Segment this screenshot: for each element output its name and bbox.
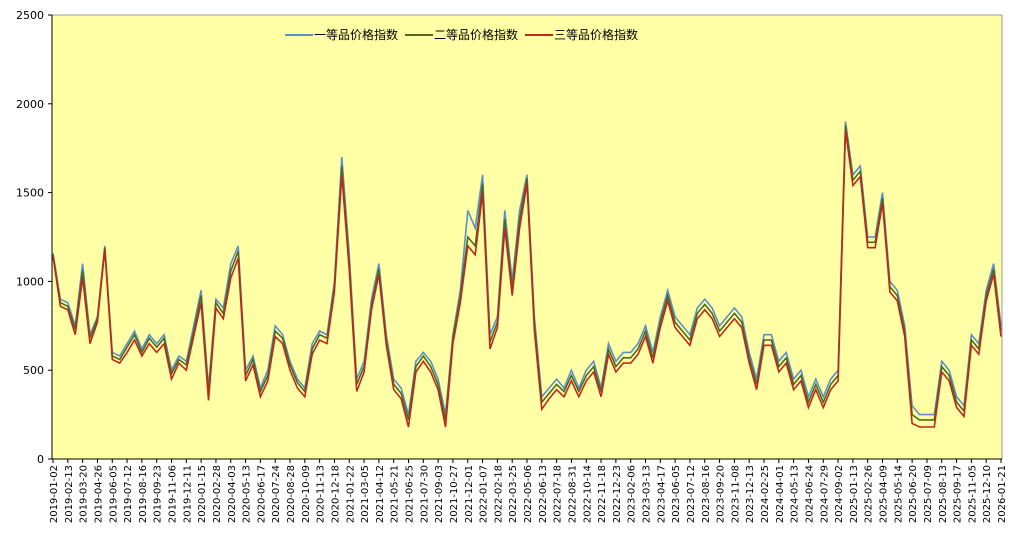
x-tick-label: 2020-07-24 [271, 465, 282, 523]
x-tick-label: 2020-02-28 [212, 465, 223, 523]
x-tick-label: 2019-04-26 [93, 465, 104, 523]
x-tick-label: 2021-03-05 [360, 465, 371, 523]
x-tick-label: 2019-08-16 [138, 465, 149, 523]
x-tick-label: 2021-12-01 [464, 465, 475, 523]
x-tick-label: 2023-09-20 [716, 465, 727, 523]
x-tick-label: 2023-03-13 [642, 465, 653, 523]
x-tick-label: 2025-11-05 [967, 465, 978, 523]
x-tick-label: 2025-06-20 [908, 465, 919, 523]
x-tick-label: 2019-03-20 [79, 465, 90, 523]
x-tick-label: 2022-01-07 [479, 465, 490, 523]
x-tick-label: 2025-05-14 [893, 465, 904, 523]
x-tick-label: 2020-01-15 [197, 465, 208, 523]
x-tick-label: 2021-04-12 [375, 465, 386, 523]
x-tick-label: 2023-07-12 [686, 465, 697, 523]
x-tick-label: 2022-07-18 [553, 465, 564, 523]
x-tick-label: 2019-12-11 [182, 465, 193, 523]
x-tick-label: 2022-10-14 [582, 465, 593, 523]
x-tick-label: 2021-06-25 [405, 465, 416, 523]
y-tick-label: 500 [23, 364, 44, 377]
legend-label: 二等品价格指数 [434, 27, 518, 42]
x-tick-label: 2024-06-24 [804, 465, 815, 523]
x-tick-label: 2023-02-06 [627, 465, 638, 523]
x-tick-label: 2024-07-29 [819, 465, 830, 523]
series-line [52, 130, 1002, 428]
x-tick-label: 2023-08-16 [701, 465, 712, 523]
x-tick-label: 2019-09-23 [153, 465, 164, 523]
x-tick-label: 2022-03-25 [508, 465, 519, 523]
x-tick-label: 2021-10-27 [449, 465, 460, 523]
x-tick-label: 2025-01-13 [849, 465, 860, 523]
x-tick-label: 2019-02-13 [64, 465, 75, 523]
x-tick-label: 2024-02-25 [760, 465, 771, 523]
x-tick-label: 2019-11-06 [168, 465, 179, 523]
x-tick-label: 2020-12-18 [330, 465, 341, 523]
x-tick-label: 2023-11-08 [730, 465, 741, 523]
x-tick-label: 2021-07-30 [419, 465, 430, 523]
x-tick-label: 2021-09-03 [434, 465, 445, 523]
x-tick-label: 2020-04-03 [227, 465, 238, 523]
x-tick-label: 2022-08-31 [567, 465, 578, 523]
x-tick-label: 2023-12-13 [745, 465, 756, 523]
y-tick-label: 2000 [16, 98, 44, 111]
x-tick-label: 2023-04-17 [656, 465, 667, 523]
x-tick-label: 2025-12-10 [982, 465, 993, 523]
x-tick-label: 2019-06-05 [108, 465, 119, 523]
x-tick-label: 2020-11-13 [316, 465, 327, 523]
y-tick-label: 0 [37, 453, 44, 466]
plot-area [51, 14, 1003, 460]
y-tick-label: 1500 [16, 187, 44, 200]
x-tick-label: 2025-09-17 [953, 465, 964, 523]
x-tick-label: 2022-12-23 [612, 465, 623, 523]
x-tick-label: 2021-01-22 [345, 465, 356, 523]
x-tick-label: 2025-08-13 [938, 465, 949, 523]
x-tick-label: 2022-05-06 [523, 465, 534, 523]
x-tick-label: 2020-06-17 [256, 465, 267, 523]
y-tick-label: 2500 [16, 9, 44, 22]
x-tick-label: 2019-07-12 [123, 465, 134, 523]
x-tick-label: 2024-05-13 [790, 465, 801, 523]
x-tick-label: 2022-02-18 [493, 465, 504, 523]
x-tick-label: 2022-11-18 [597, 465, 608, 523]
x-tick-label: 2019-01-02 [49, 465, 60, 523]
x-tick-label: 2026-01-21 [997, 465, 1008, 523]
x-tick-label: 2023-06-05 [671, 465, 682, 523]
x-tick-label: 2021-05-21 [390, 465, 401, 523]
legend-label: 三等品价格指数 [554, 27, 638, 42]
x-tick-label: 2022-06-13 [538, 465, 549, 523]
x-tick-label: 2024-09-02 [834, 465, 845, 523]
x-tick-label: 2020-10-09 [301, 465, 312, 523]
y-tick-label: 1000 [16, 275, 44, 288]
x-tick-label: 2024-04-01 [775, 465, 786, 523]
x-tick-label: 2025-07-09 [923, 465, 934, 523]
legend-label: 一等品价格指数 [314, 27, 398, 42]
x-tick-label: 2025-02-26 [864, 465, 875, 523]
x-tick-label: 2020-08-28 [286, 465, 297, 523]
x-tick-label: 2020-05-13 [242, 465, 253, 523]
x-tick-label: 2025-04-09 [879, 465, 890, 523]
